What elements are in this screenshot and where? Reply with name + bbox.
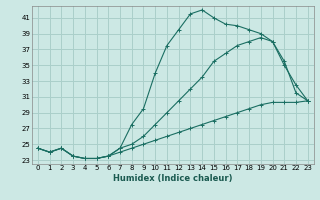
X-axis label: Humidex (Indice chaleur): Humidex (Indice chaleur) [113, 174, 233, 183]
